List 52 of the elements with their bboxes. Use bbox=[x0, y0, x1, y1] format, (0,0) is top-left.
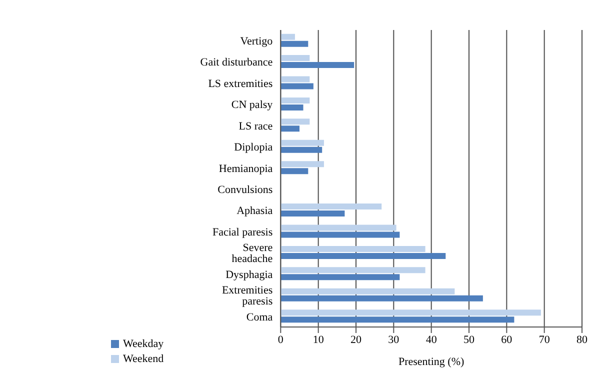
bar bbox=[280, 140, 324, 146]
bar bbox=[280, 316, 514, 323]
y-tick-label: CN palsy bbox=[231, 99, 274, 112]
y-tick-label: Gait disturbance bbox=[200, 56, 273, 69]
bar bbox=[280, 295, 483, 302]
y-tick-label: Facial paresis bbox=[212, 226, 273, 238]
bar bbox=[280, 40, 308, 47]
bar bbox=[280, 146, 322, 153]
bar bbox=[280, 267, 426, 274]
bar bbox=[280, 288, 455, 294]
y-tick-label: Convulsions bbox=[218, 184, 273, 196]
bar bbox=[280, 224, 396, 231]
bar bbox=[280, 55, 310, 62]
y-tick-label: Dysphagia bbox=[226, 268, 273, 281]
y-tick-label: Vertigo bbox=[240, 36, 274, 48]
bar bbox=[280, 168, 308, 174]
y-tick-label: Diplopia bbox=[234, 142, 273, 154]
bar bbox=[280, 126, 300, 132]
bar bbox=[280, 161, 324, 168]
bar bbox=[280, 310, 541, 316]
bar bbox=[280, 204, 382, 210]
y-tick-label: LS race bbox=[238, 120, 273, 132]
bar bbox=[280, 252, 446, 259]
y-tick-label: Aphasia bbox=[236, 205, 273, 218]
bar bbox=[280, 246, 426, 252]
bar bbox=[280, 62, 354, 68]
x-tick-label: 10 bbox=[312, 334, 324, 346]
bar bbox=[280, 104, 304, 110]
legend-label: Weekday bbox=[123, 338, 164, 350]
bar bbox=[280, 97, 310, 104]
x-axis-title: Presenting (%) bbox=[398, 356, 464, 368]
bar bbox=[280, 274, 400, 280]
x-tick-label: 40 bbox=[426, 334, 438, 346]
bar bbox=[280, 76, 310, 82]
y-tick-label: Coma bbox=[246, 311, 273, 324]
y-tick-label: LS extremities bbox=[208, 78, 273, 90]
x-tick-label: 20 bbox=[350, 334, 362, 346]
x-tick-label: 80 bbox=[576, 334, 588, 346]
y-tick-label: Severe headache bbox=[232, 242, 273, 266]
x-tick-label: 0 bbox=[278, 334, 284, 346]
x-tick-label: 30 bbox=[388, 334, 400, 346]
x-tick-label: 70 bbox=[538, 334, 550, 346]
bar bbox=[280, 232, 400, 238]
bar bbox=[280, 83, 314, 90]
y-tick-label: Hemianopia bbox=[218, 162, 273, 175]
bar bbox=[280, 34, 295, 40]
x-tick-label: 60 bbox=[501, 334, 513, 346]
bar bbox=[280, 210, 345, 217]
x-tick-label: 50 bbox=[463, 334, 475, 346]
y-tick-label: Extremities paresis bbox=[222, 284, 273, 308]
legend-label: Weekend bbox=[123, 353, 164, 365]
bar bbox=[280, 118, 310, 125]
